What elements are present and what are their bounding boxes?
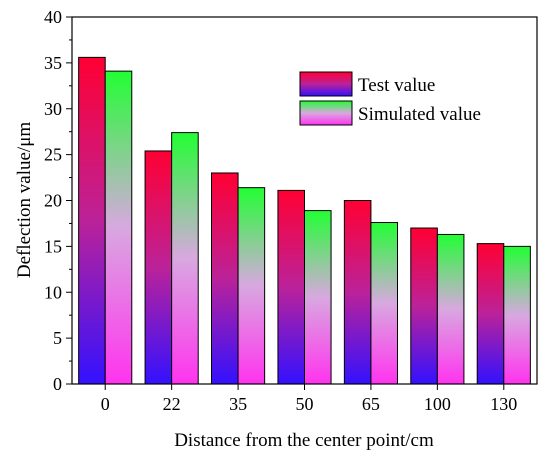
y-tick-label-5: 5 bbox=[53, 328, 62, 348]
legend: Test value Simulated value bbox=[299, 71, 481, 126]
y-tick-label-25: 25 bbox=[44, 145, 62, 165]
bar-test-100 bbox=[410, 227, 438, 385]
bar-test-0 bbox=[78, 56, 106, 385]
bar-simulated-22 bbox=[171, 132, 199, 385]
x-tick-label-0: 0 bbox=[101, 394, 110, 414]
bar-simulated-100 bbox=[436, 233, 465, 385]
y-tick-label-40: 40 bbox=[44, 7, 62, 27]
x-axis: 0 22 35 50 65 100 130 bbox=[101, 384, 517, 414]
bar-simulated-50 bbox=[304, 210, 332, 385]
y-axis-title: Deflection value/μm bbox=[14, 122, 35, 279]
bars-group bbox=[78, 56, 531, 385]
legend-swatch-simulated bbox=[299, 100, 353, 126]
y-tick-label-30: 30 bbox=[44, 99, 62, 119]
x-axis-title: Distance from the center point/cm bbox=[174, 430, 434, 451]
legend-label-test: Test value bbox=[358, 75, 435, 96]
bar-test-130 bbox=[476, 243, 505, 385]
y-tick-label-0: 0 bbox=[53, 374, 62, 394]
x-tick-label-100: 100 bbox=[424, 394, 451, 414]
bar-simulated-130 bbox=[503, 245, 531, 385]
y-tick-label-20: 20 bbox=[44, 191, 62, 211]
bar-simulated-65 bbox=[370, 222, 398, 385]
bar-test-35 bbox=[211, 172, 239, 385]
y-axis: 0 5 10 15 20 25 30 35 40 bbox=[44, 7, 72, 394]
y-tick-label-15: 15 bbox=[44, 236, 62, 256]
x-tick-label-35: 35 bbox=[229, 394, 247, 414]
bar-simulated-0 bbox=[104, 70, 133, 385]
x-tick-label-50: 50 bbox=[296, 394, 314, 414]
legend-label-simulated: Simulated value bbox=[358, 104, 481, 125]
bar-test-65 bbox=[343, 200, 372, 385]
x-tick-label-22: 22 bbox=[163, 394, 181, 414]
bar-test-22 bbox=[144, 150, 173, 385]
y-tick-label-35: 35 bbox=[44, 53, 62, 73]
x-tick-label-65: 65 bbox=[362, 394, 380, 414]
bar-simulated-35 bbox=[237, 187, 266, 385]
y-tick-label-10: 10 bbox=[44, 282, 62, 302]
x-tick-label-130: 130 bbox=[490, 394, 517, 414]
bar-test-50 bbox=[277, 189, 305, 385]
legend-swatch-test bbox=[299, 71, 353, 97]
